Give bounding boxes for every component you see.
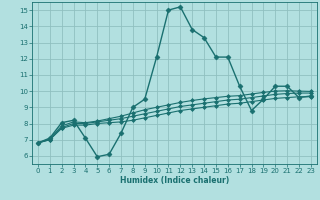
X-axis label: Humidex (Indice chaleur): Humidex (Indice chaleur) <box>120 176 229 185</box>
